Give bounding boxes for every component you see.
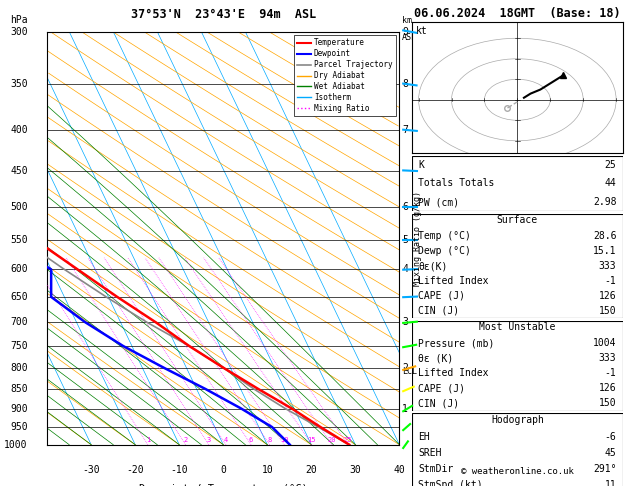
- Text: -1: -1: [604, 368, 616, 378]
- Text: 3: 3: [207, 436, 211, 443]
- Text: 40: 40: [394, 465, 405, 474]
- Text: 2: 2: [184, 436, 187, 443]
- Text: 450: 450: [10, 166, 28, 176]
- Text: Hodograph: Hodograph: [491, 415, 544, 425]
- Text: -20: -20: [126, 465, 144, 474]
- Text: 291°: 291°: [593, 464, 616, 474]
- Text: 10: 10: [262, 465, 273, 474]
- Text: 37°53'N  23°43'E  94m  ASL: 37°53'N 23°43'E 94m ASL: [131, 8, 316, 21]
- Text: 5: 5: [402, 235, 408, 244]
- Text: 150: 150: [599, 306, 616, 316]
- Text: 15: 15: [308, 436, 316, 443]
- Text: 700: 700: [10, 317, 28, 327]
- Text: 2: 2: [402, 363, 408, 373]
- Text: 126: 126: [599, 383, 616, 393]
- Text: SREH: SREH: [418, 448, 442, 458]
- Text: LCL: LCL: [402, 366, 417, 376]
- Text: ASL: ASL: [402, 33, 417, 42]
- Text: 6: 6: [402, 202, 408, 212]
- Text: StmSpd (kt): StmSpd (kt): [418, 480, 483, 486]
- Text: 6: 6: [249, 436, 253, 443]
- Text: 650: 650: [10, 292, 28, 302]
- Text: CIN (J): CIN (J): [418, 398, 459, 408]
- Text: 400: 400: [10, 125, 28, 135]
- Text: Totals Totals: Totals Totals: [418, 178, 494, 189]
- Text: 20: 20: [328, 436, 337, 443]
- Text: 8: 8: [267, 436, 272, 443]
- Text: Dewpoint / Temperature (°C): Dewpoint / Temperature (°C): [139, 484, 308, 486]
- Text: -6: -6: [604, 432, 616, 442]
- Text: 333: 333: [599, 353, 616, 363]
- Text: 1004: 1004: [593, 338, 616, 348]
- Text: 800: 800: [10, 363, 28, 373]
- Text: 1: 1: [402, 403, 408, 414]
- Text: -10: -10: [170, 465, 188, 474]
- Text: Most Unstable: Most Unstable: [479, 322, 555, 332]
- Text: 750: 750: [10, 341, 28, 351]
- Text: 4: 4: [224, 436, 228, 443]
- Text: Pressure (mb): Pressure (mb): [418, 338, 494, 348]
- Text: 10: 10: [280, 436, 289, 443]
- Text: 1000: 1000: [4, 440, 28, 450]
- Text: 350: 350: [10, 80, 28, 89]
- Text: EH: EH: [418, 432, 430, 442]
- Text: 550: 550: [10, 235, 28, 244]
- Text: 333: 333: [599, 261, 616, 271]
- Text: 1: 1: [146, 436, 150, 443]
- Text: 06.06.2024  18GMT  (Base: 18): 06.06.2024 18GMT (Base: 18): [414, 7, 621, 20]
- Text: 9: 9: [402, 27, 408, 36]
- Text: 45: 45: [604, 448, 616, 458]
- Text: 28.6: 28.6: [593, 231, 616, 241]
- Text: Surface: Surface: [497, 215, 538, 226]
- Text: PW (cm): PW (cm): [418, 197, 459, 207]
- Text: 850: 850: [10, 384, 28, 394]
- Text: 600: 600: [10, 264, 28, 275]
- Text: kt: kt: [416, 26, 428, 36]
- Text: θε(K): θε(K): [418, 261, 448, 271]
- Text: 300: 300: [10, 27, 28, 36]
- Text: 500: 500: [10, 202, 28, 212]
- Text: Temp (°C): Temp (°C): [418, 231, 471, 241]
- Text: 8: 8: [402, 80, 408, 89]
- Text: Dewp (°C): Dewp (°C): [418, 246, 471, 256]
- Text: 4: 4: [402, 264, 408, 275]
- Text: -30: -30: [82, 465, 100, 474]
- Text: © weatheronline.co.uk: © weatheronline.co.uk: [461, 467, 574, 476]
- Text: 44: 44: [604, 178, 616, 189]
- Text: Mixing Ratio (g/kg): Mixing Ratio (g/kg): [413, 191, 421, 286]
- Text: 20: 20: [306, 465, 317, 474]
- Text: 7: 7: [402, 125, 408, 135]
- Text: 11: 11: [604, 480, 616, 486]
- Text: -1: -1: [604, 276, 616, 286]
- Text: 15.1: 15.1: [593, 246, 616, 256]
- Text: 950: 950: [10, 422, 28, 432]
- Text: 0: 0: [220, 465, 226, 474]
- Text: StmDir: StmDir: [418, 464, 454, 474]
- Text: 126: 126: [599, 291, 616, 301]
- Text: 30: 30: [350, 465, 361, 474]
- Text: Lifted Index: Lifted Index: [418, 276, 489, 286]
- Text: θε (K): θε (K): [418, 353, 454, 363]
- Text: 150: 150: [599, 398, 616, 408]
- Text: 25: 25: [344, 436, 352, 443]
- Text: 2.98: 2.98: [593, 197, 616, 207]
- Text: Lifted Index: Lifted Index: [418, 368, 489, 378]
- Text: hPa: hPa: [10, 16, 28, 25]
- Text: K: K: [418, 160, 424, 170]
- Text: 900: 900: [10, 403, 28, 414]
- Text: 3: 3: [402, 317, 408, 327]
- Text: 25: 25: [604, 160, 616, 170]
- Legend: Temperature, Dewpoint, Parcel Trajectory, Dry Adiabat, Wet Adiabat, Isotherm, Mi: Temperature, Dewpoint, Parcel Trajectory…: [294, 35, 396, 116]
- Text: km: km: [402, 17, 412, 25]
- Text: CAPE (J): CAPE (J): [418, 291, 465, 301]
- Text: CAPE (J): CAPE (J): [418, 383, 465, 393]
- Text: CIN (J): CIN (J): [418, 306, 459, 316]
